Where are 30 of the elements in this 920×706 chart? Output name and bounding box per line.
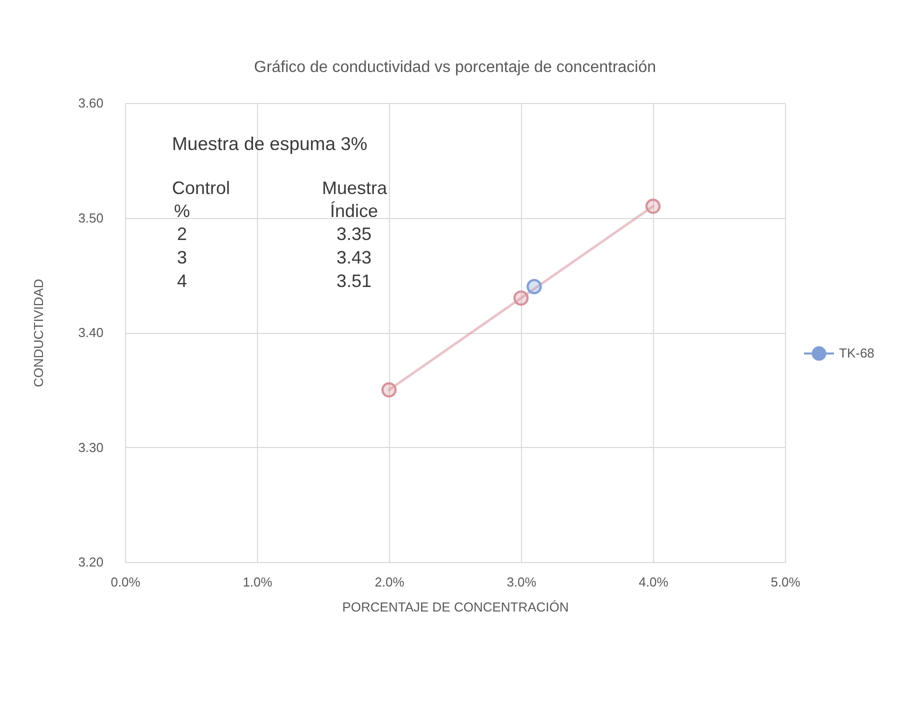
x-tick-label: 1.0% xyxy=(242,574,273,590)
x-axis-title: PORCENTAJE DE CONCENTRACIÓN xyxy=(342,600,569,614)
y-tick-label: 3.40 xyxy=(78,325,104,340)
annotation: Índice xyxy=(330,201,378,221)
annotation: % xyxy=(174,201,190,221)
point xyxy=(645,198,661,214)
chart-title: Gráfico de conductividad vs porcentaje de concentración xyxy=(254,59,656,76)
annotation: 4 xyxy=(176,271,188,291)
annotation: 3.51 xyxy=(336,271,372,291)
annotation: 3.35 xyxy=(336,224,372,244)
x-tick-label: 2.0% xyxy=(374,574,405,590)
y-tick-label: 3.50 xyxy=(78,210,104,226)
y-axis-title: CONDUCTIVIDAD xyxy=(31,278,46,388)
annotation: Muestra de espuma 3% xyxy=(172,133,368,154)
annotation: Control xyxy=(172,178,230,198)
y-tick-label: 3.60 xyxy=(78,96,104,110)
y-tick-label: 3.20 xyxy=(78,554,104,570)
x-tick-label: 0.0% xyxy=(110,574,141,590)
legend-label: TK-68 xyxy=(839,346,874,360)
point xyxy=(513,290,529,306)
y-tick-label: 3.30 xyxy=(78,440,104,455)
annotation: 2 xyxy=(176,224,188,244)
x-tick-label: 4.0% xyxy=(638,574,669,590)
point xyxy=(381,382,397,398)
x-tick-label: 3.0% xyxy=(506,574,537,590)
x-tick-label: 5.0% xyxy=(770,574,801,590)
point xyxy=(526,278,542,294)
annotation: Muestra xyxy=(322,178,388,198)
annotation: 3 xyxy=(176,248,188,268)
annotation: 3.43 xyxy=(336,248,372,268)
